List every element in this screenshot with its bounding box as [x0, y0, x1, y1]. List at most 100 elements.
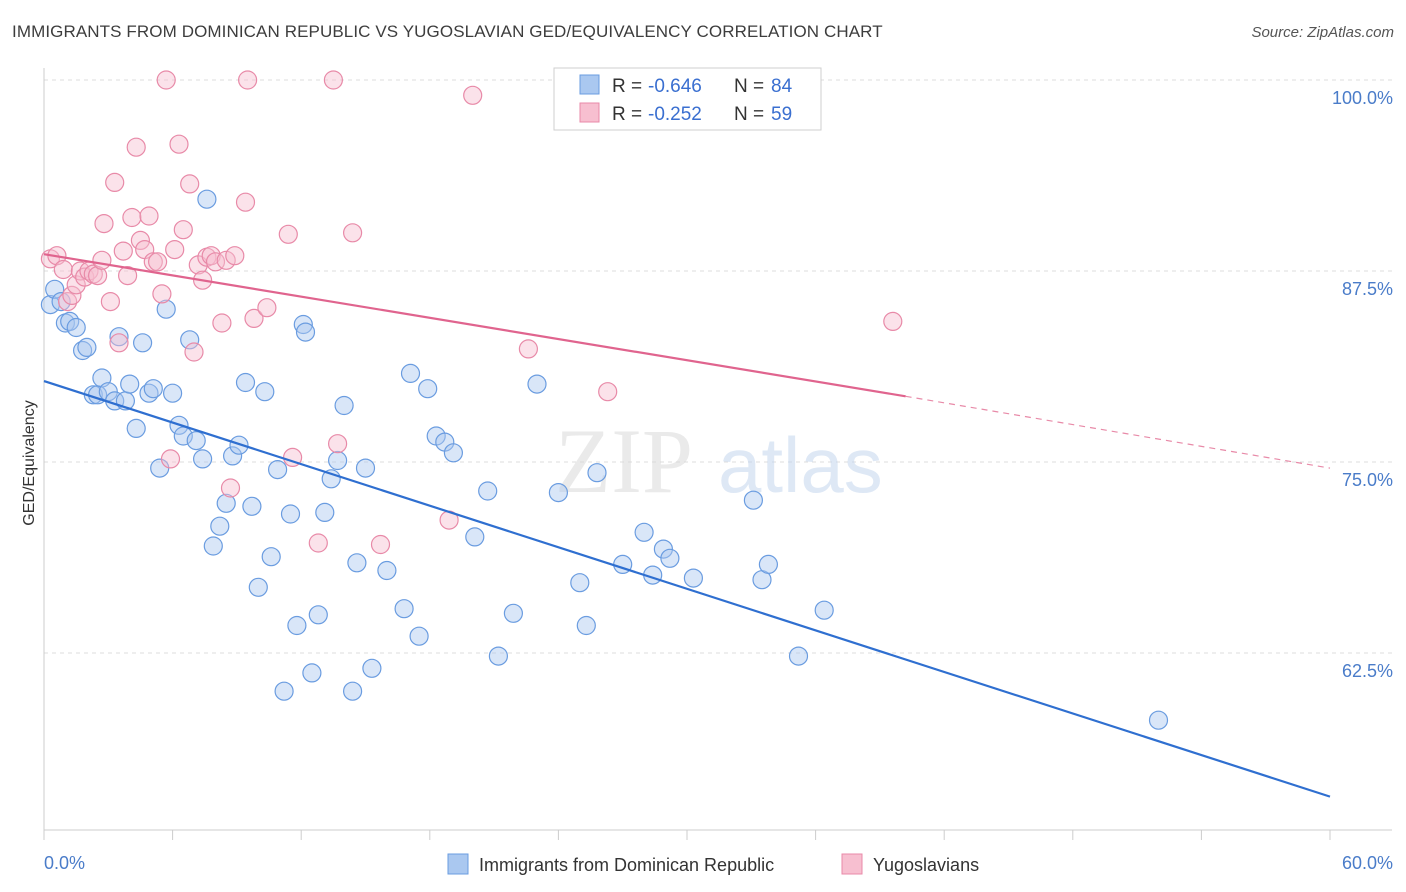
data-point: [148, 252, 168, 272]
data-point: [418, 379, 438, 399]
data-point: [274, 681, 294, 701]
data-point: [216, 250, 236, 270]
data-point: [109, 333, 129, 353]
data-point: [156, 299, 176, 319]
data-point: [328, 450, 348, 471]
data-point: [203, 536, 223, 556]
trend-line-yugoslavians: [43, 253, 906, 398]
legend-n-value-dominican: 84: [771, 76, 793, 97]
data-point: [257, 298, 277, 318]
data-point: [634, 522, 654, 542]
data-point: [488, 646, 508, 666]
data-point: [465, 527, 485, 547]
data-point: [193, 449, 213, 469]
x-tick-labels: 0.0% 60.0%: [44, 853, 1393, 873]
data-point: [235, 372, 256, 393]
data-point: [883, 311, 903, 331]
x-tick-label-min: 0.0%: [44, 853, 85, 873]
data-point: [1148, 710, 1169, 730]
data-point: [225, 246, 245, 266]
axes: [43, 68, 1392, 840]
data-point: [156, 70, 176, 90]
y-tick-label: 87.5%: [1342, 279, 1393, 299]
data-point: [295, 322, 316, 342]
data-point: [570, 573, 590, 593]
data-point: [370, 534, 391, 555]
data-point: [220, 478, 241, 498]
data-point: [518, 339, 539, 359]
data-point: [248, 577, 268, 597]
data-point: [302, 663, 322, 683]
data-point: [660, 548, 680, 568]
trend-lines: [43, 253, 1331, 798]
y-axis-title: GED/Equivalency: [21, 400, 38, 525]
data-point: [255, 382, 275, 402]
chart-title: IMMIGRANTS FROM DOMINICAN REPUBLIC VS YU…: [12, 22, 883, 41]
y-tick-labels: 100.0% 87.5% 75.0% 62.5%: [1332, 88, 1393, 681]
data-point: [180, 174, 200, 194]
data-point: [87, 266, 108, 286]
data-point: [758, 554, 779, 575]
data-point: [443, 443, 463, 463]
data-point: [113, 241, 133, 261]
trend-line-dominican: [43, 379, 1331, 798]
y-tick-label: 100.0%: [1332, 88, 1393, 108]
y-tick-label: 75.0%: [1342, 470, 1393, 490]
legend-n-label-yugoslavians: N =: [734, 104, 764, 125]
data-point: [165, 240, 185, 260]
data-point: [238, 70, 258, 90]
data-point: [126, 137, 146, 157]
data-point: [143, 252, 163, 272]
data-point: [197, 189, 217, 209]
data-point: [184, 342, 204, 362]
data-point: [133, 333, 153, 353]
data-point: [152, 284, 172, 304]
legend-r-label-dominican: R =: [612, 76, 642, 97]
data-point: [66, 317, 86, 338]
y-tick-label: 62.5%: [1342, 661, 1393, 681]
data-point: [598, 382, 618, 402]
data-point: [223, 446, 243, 466]
data-point: [315, 502, 335, 523]
data-point: [347, 553, 367, 573]
data-point: [343, 223, 363, 243]
data-point: [100, 292, 121, 312]
data-point: [788, 646, 809, 666]
data-point: [814, 600, 834, 620]
data-point: [683, 568, 704, 588]
data-point: [308, 605, 328, 625]
data-point: [105, 172, 125, 192]
bottom-legend-swatch-dominican: [447, 853, 469, 875]
data-point: [587, 463, 607, 483]
data-point: [235, 192, 256, 212]
data-point: [51, 292, 71, 312]
data-point: [308, 533, 328, 553]
watermark-atlas: atlas: [718, 421, 883, 509]
data-point: [163, 383, 183, 403]
bottom-legend-label-dominican: Immigrants from Dominican Republic: [479, 855, 774, 875]
data-point: [293, 314, 313, 335]
data-point: [355, 458, 376, 478]
legend-r-value-yugoslavians: -0.252: [648, 104, 702, 125]
watermark: ZIP atlas: [555, 410, 883, 512]
data-point: [169, 134, 189, 154]
legend-n-value-yugoslavians: 59: [771, 104, 792, 125]
data-point: [212, 313, 232, 333]
legend-n-label-dominican: N =: [734, 76, 764, 97]
data-point: [109, 327, 129, 347]
data-point: [323, 70, 343, 90]
data-point: [122, 207, 142, 228]
data-point: [229, 435, 249, 455]
data-point: [242, 496, 262, 516]
watermark-zip: ZIP: [555, 410, 693, 512]
data-point: [186, 431, 206, 451]
bottom-legend: Immigrants from Dominican Republic Yugos…: [447, 853, 979, 875]
data-point: [334, 395, 354, 416]
data-point: [180, 330, 200, 350]
data-point: [362, 658, 382, 678]
data-point: [117, 266, 138, 286]
data-point: [287, 615, 307, 636]
data-point: [53, 259, 73, 280]
bottom-legend-label-yugoslavians: Yugoslavians: [873, 855, 979, 875]
